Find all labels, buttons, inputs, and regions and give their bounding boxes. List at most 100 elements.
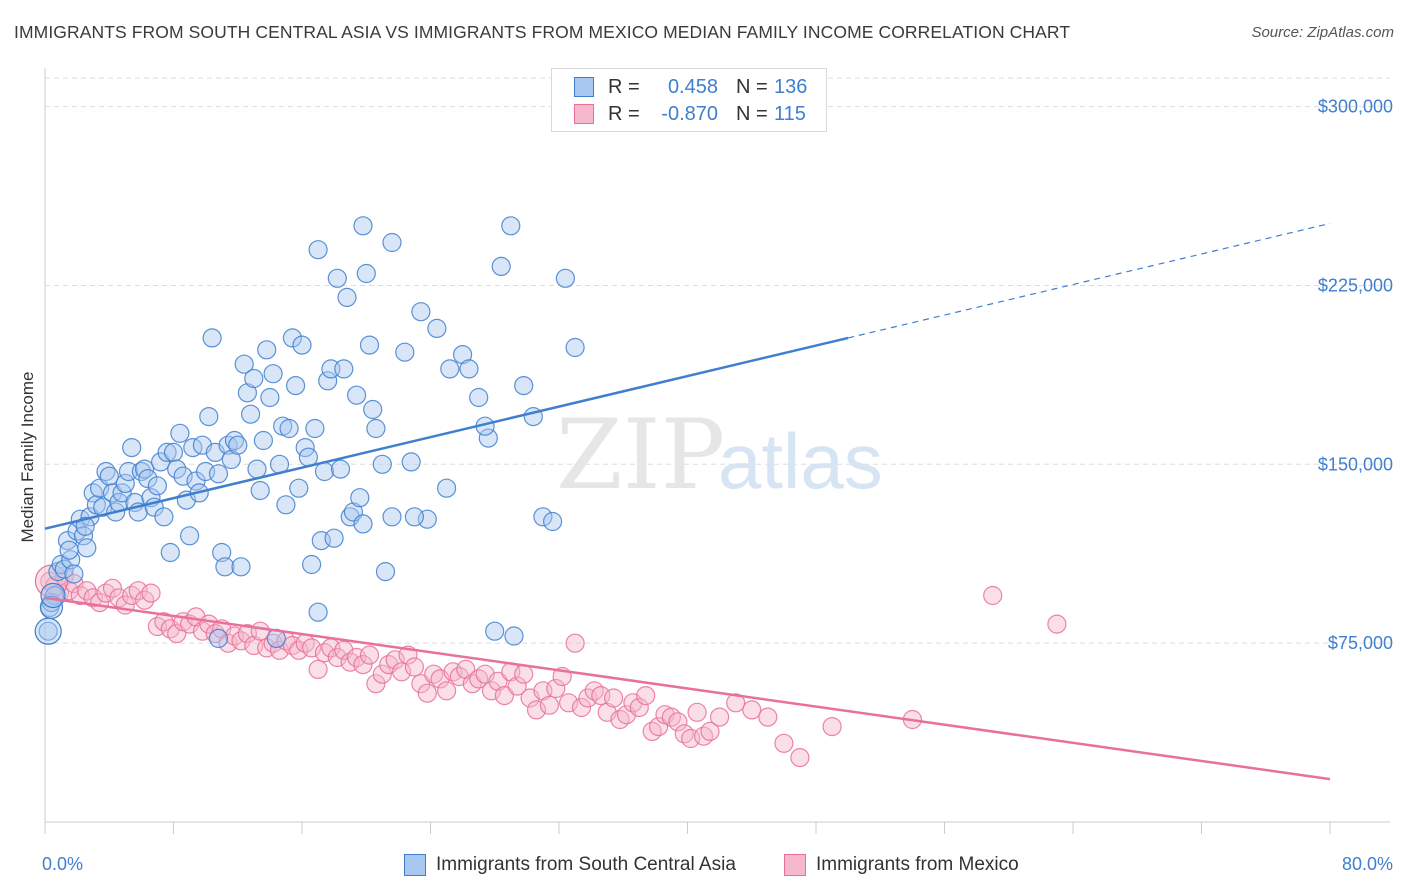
asia-point [504,626,524,646]
mexico-point [385,650,405,670]
asia-point [40,582,66,609]
y-tick-label: $300,000 [1318,97,1393,117]
asia-point [308,240,328,260]
mexico-point [700,721,720,742]
asia-point [250,480,270,501]
series-legend-mexico[interactable]: Immigrants from Mexico [784,851,1019,879]
asia-point [157,442,177,462]
asia-point [61,550,81,570]
mexico-point [437,681,457,701]
mexico-trend-line [44,596,1331,781]
asia-point [324,528,344,548]
asia-point [75,516,95,536]
asia-point [359,335,380,355]
asia-point [138,469,158,489]
asia-point [257,340,277,360]
legend-swatch-asia [574,77,594,97]
mexico-point [372,664,392,684]
mexico-point [359,645,380,665]
x-tick-label-max: 80.0% [1342,854,1393,874]
legend-r-value: -0.870 [661,102,718,125]
mexico-point [366,674,386,694]
legend-swatch-mexico [574,104,594,124]
asia-point [542,511,563,532]
asia-point [305,418,325,439]
asia-point [404,507,424,527]
mexico-point [494,685,514,706]
asia-point [289,478,309,498]
axes [44,68,1390,834]
asia-point [147,476,167,496]
asia-point [163,442,184,462]
legend-swatch-mexico [784,854,806,876]
asia-point [334,359,354,379]
asia-point [170,423,190,443]
y-axis-label: Median Family Income [18,371,37,542]
legend-label-mexico: Immigrants from Mexico [816,854,1019,875]
legend-row-asia: R = 0.458 N = 136 [552,73,814,101]
asia-point [244,368,264,389]
asia-point [327,268,347,288]
asia-trend-line [44,336,849,530]
mexico-point [539,695,560,715]
asia-point [64,564,84,584]
legend-swatch-asia [404,854,426,876]
mexico-point [822,716,842,737]
asia-point [34,617,62,645]
asia-point [160,542,180,563]
grid-lines [45,77,1390,644]
mexico-point [353,654,373,675]
mexico-point [167,623,187,644]
mexico-point [571,697,592,718]
mexico-point [758,707,778,727]
asia-point [286,376,306,396]
asia-point [221,449,241,470]
mexico-point [709,707,730,727]
asia-point [565,337,585,358]
asia-point [337,287,357,307]
y-tick-label: $75,000 [1328,633,1393,653]
asia-point [154,507,174,527]
asia-point [292,335,312,355]
asia-point [122,438,142,458]
legend-r-label: R = [608,102,640,125]
watermark-atlas: atlas [718,417,883,505]
asia-point [99,466,119,486]
asia-point [59,540,79,560]
asia-point [401,452,421,472]
mexico-point [417,683,437,703]
asia-point [469,387,489,408]
asia-point [356,263,376,284]
asia-point [453,345,473,365]
asia-point [366,418,386,439]
asia-point [485,621,505,641]
mexico-point [726,693,746,713]
x-tick-label-min: 0.0% [42,854,83,874]
asia-point [237,383,257,403]
mexico-point [141,583,161,603]
asia-point [491,256,511,276]
legend-r-label: R = [608,75,640,98]
asia-point [215,557,235,577]
asia-point [253,430,273,451]
mexico-point [488,671,508,691]
south-central-asia-points [34,216,585,649]
mexico-point [102,578,123,598]
asia-point [73,526,94,546]
asia-point [440,359,460,379]
series-legend-asia[interactable]: Immigrants from South Central Asia [404,851,736,879]
mexico-point [687,702,707,722]
asia-point [411,302,431,322]
asia-point [77,538,97,558]
mexico-point [507,676,527,696]
y-tick-label: $225,000 [1318,275,1393,295]
tick-labels: $75,000 $150,000 $225,000 $300,000 0.0% 80.0% [42,97,1393,874]
asia-point [318,371,338,391]
asia-point [459,359,479,379]
asia-point [533,507,553,527]
mexico-point [1047,614,1067,634]
mexico-points [34,564,1067,768]
asia-point [180,526,200,546]
asia-point [350,488,370,508]
mexico-point [648,716,669,737]
